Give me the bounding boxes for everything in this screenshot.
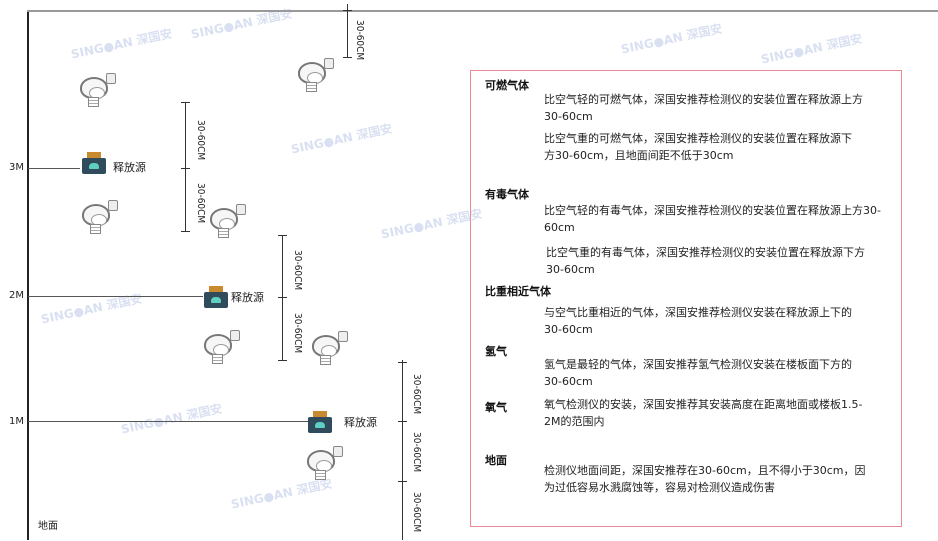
watermark: SING●AN 深国安 (379, 206, 484, 242)
wall-line (27, 10, 29, 540)
watermark: SING●AN 深国安 (229, 476, 334, 512)
level-2m: 2M (9, 290, 24, 301)
dimension-label: 30-60CM (411, 492, 422, 533)
dimension-line (347, 4, 348, 58)
legend-panel (470, 70, 902, 527)
level-2m-line (28, 296, 203, 297)
dimension-label: 30-60CM (411, 432, 422, 473)
level-1m: 1M (9, 416, 24, 427)
dimension-line (185, 102, 186, 232)
gas-detector-icon (296, 58, 334, 92)
watermark: SING●AN 深国安 (119, 401, 224, 437)
heading-combustible: 可燃气体 (485, 79, 529, 92)
text-toxic-heavier: 比空气重的有毒气体，深国安推荐检测仪的安装位置在释放源下方30-60cm (546, 246, 865, 276)
heading-similar: 比重相近气体 (485, 285, 551, 298)
dimension-label: 30-60CM (411, 374, 422, 415)
gas-detector-icon (202, 330, 240, 364)
gas-detector-icon (80, 200, 118, 234)
text-combustible-lighter: 比空气轻的可燃气体，深国安推荐检测仪的安装位置在释放源上方30-60cm (544, 93, 863, 123)
dimension-line (282, 235, 283, 361)
dimension-label: 30-60CM (292, 313, 303, 354)
ceiling-line (27, 10, 938, 12)
release-source-label: 释放源 (113, 161, 146, 174)
gas-detector-icon (310, 331, 348, 365)
watermark: SING●AN 深国安 (289, 121, 394, 157)
dimension-label: 30-60CM (354, 20, 365, 61)
dimension-label: 30-60CM (195, 120, 206, 161)
gas-detector-icon (78, 73, 116, 107)
watermark: SING●AN 深国安 (619, 21, 724, 57)
gas-detector-icon (208, 204, 246, 238)
text-ground: 检测仪地面间距，深国安推荐在30-60cm，且不得小于30cm，因为过低容易水溅… (544, 464, 866, 494)
heading-hydrogen: 氢气 (485, 345, 507, 358)
heading-ground: 地面 (485, 454, 507, 467)
dimension-line (402, 360, 403, 540)
dimension-label: 30-60CM (195, 183, 206, 224)
text-oxygen: 氧气检测仪的安装，深国安推荐其安装高度在距离地面或楼板1.5-2M的范围内 (544, 398, 863, 428)
watermark: SING●AN 深国安 (69, 26, 174, 62)
gas-detector-icon (305, 446, 343, 480)
level-3m-line (28, 168, 80, 169)
heading-toxic: 有毒气体 (485, 188, 529, 201)
release-source-icon (204, 286, 228, 308)
level-1m-line (28, 421, 308, 422)
text-similar: 与空气比重相近的气体，深国安推荐检测仪安装在释放源上下的30-60cm (544, 306, 852, 336)
release-source-icon (308, 411, 332, 433)
text-toxic-lighter: 比空气轻的有毒气体，深国安推荐检测仪的安装位置在释放源上方30-60cm (544, 204, 881, 234)
watermark: SING●AN 深国安 (759, 31, 864, 67)
release-source-icon (82, 152, 106, 174)
release-source-label: 释放源 (231, 291, 264, 304)
text-combustible-heavier: 比空气重的可燃气体，深国安推荐检测仪的安装位置在释放源下方30-60cm，且地面… (544, 132, 852, 162)
text-hydrogen: 氢气是最轻的气体，深国安推荐氢气检测仪安装在楼板面下方的30-60cm (544, 358, 852, 388)
ground-label: 地面 (38, 521, 58, 532)
level-3m: 3M (9, 162, 24, 173)
heading-oxygen: 氧气 (485, 401, 507, 414)
release-source-label: 释放源 (344, 416, 377, 429)
dimension-label: 30-60CM (292, 250, 303, 291)
